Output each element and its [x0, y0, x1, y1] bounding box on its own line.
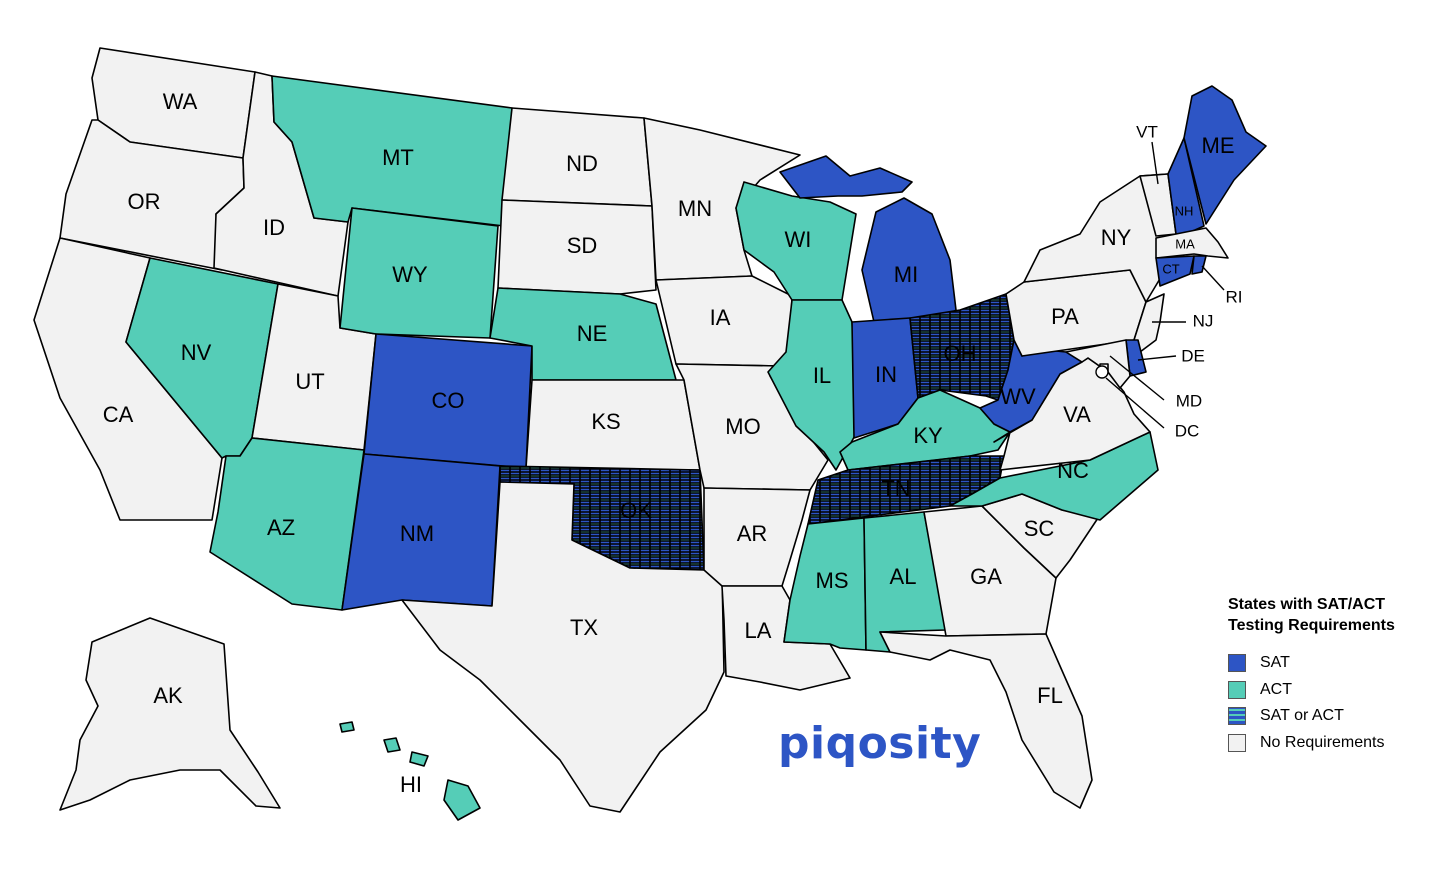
state-hi-maui — [409, 751, 429, 767]
label-az: AZ — [267, 515, 295, 540]
legend-label-sat: SAT — [1260, 654, 1290, 672]
state-il — [767, 299, 859, 471]
label-ne: NE — [577, 321, 608, 346]
state-ri — [1191, 255, 1207, 275]
label-vt: VT — [1136, 122, 1158, 141]
leader-de — [1137, 355, 1177, 361]
label-in: IN — [875, 362, 897, 387]
label-ri: RI — [1226, 287, 1243, 306]
state-wy — [339, 207, 499, 339]
state-la — [721, 585, 851, 691]
state-hi-kauai — [339, 721, 355, 733]
legend: States with SAT/ACT Testing Requirements… — [1228, 594, 1448, 756]
legend-title-line1: States with SAT/ACT — [1228, 596, 1386, 613]
label-me: ME — [1202, 133, 1235, 158]
legend-item-sat-or-act: SAT or ACT — [1228, 703, 1448, 730]
leader-ri — [1201, 265, 1225, 291]
label-mo: MO — [725, 414, 760, 439]
label-tx: TX — [570, 615, 598, 640]
brand-logo: piqosity — [778, 718, 982, 769]
swatch-sat — [1228, 654, 1246, 673]
label-md: MD — [1176, 391, 1202, 410]
label-ak: AK — [153, 683, 183, 708]
label-wv: WV — [1000, 384, 1036, 409]
legend-label-none: No Requirements — [1260, 733, 1385, 751]
state-nc — [949, 431, 1159, 521]
state-hi-oahu — [383, 737, 401, 753]
state-tx — [401, 481, 725, 813]
label-ks: KS — [591, 409, 620, 434]
label-pa: PA — [1051, 304, 1079, 329]
legend-items: SAT ACT SAT or ACT No Requirements — [1228, 650, 1448, 756]
label-nj: NJ — [1193, 311, 1214, 330]
label-ga: GA — [970, 564, 1002, 589]
label-ok: OK — [620, 498, 652, 523]
swatch-act — [1228, 680, 1246, 699]
label-ny: NY — [1101, 225, 1132, 250]
label-ma: MA — [1175, 236, 1195, 251]
label-oh: OH — [944, 341, 977, 366]
label-nm: NM — [400, 521, 434, 546]
label-nc: NC — [1057, 458, 1089, 483]
legend-title-line2: Testing Requirements — [1228, 617, 1395, 634]
label-al: AL — [890, 564, 917, 589]
label-fl: FL — [1037, 683, 1063, 708]
state-ak — [59, 617, 281, 811]
label-la: LA — [745, 618, 772, 643]
label-nh: NH — [1175, 203, 1194, 218]
state-hi-big — [443, 779, 481, 821]
state-ct — [1155, 255, 1195, 287]
legend-item-act: ACT — [1228, 677, 1448, 704]
label-wi: WI — [785, 227, 812, 252]
state-mi-lp — [861, 197, 957, 323]
label-mt: MT — [382, 145, 414, 170]
legend-label-act: ACT — [1260, 680, 1292, 698]
legend-label-sat-or-act: SAT or ACT — [1260, 707, 1344, 725]
label-wy: WY — [392, 262, 428, 287]
legend-item-sat: SAT — [1228, 650, 1448, 677]
label-id: ID — [263, 215, 285, 240]
state-me — [1183, 85, 1267, 225]
label-mi: MI — [894, 262, 918, 287]
label-ct: CT — [1162, 261, 1179, 276]
label-ia: IA — [710, 305, 731, 330]
label-de: DE — [1181, 346, 1205, 365]
state-sd — [497, 199, 657, 295]
label-ut: UT — [295, 369, 324, 394]
label-or: OR — [128, 189, 161, 214]
label-ky: KY — [913, 423, 943, 448]
label-il: IL — [813, 363, 831, 388]
label-ar: AR — [737, 521, 768, 546]
state-mi-up — [779, 155, 913, 199]
leader-vt — [1151, 141, 1159, 185]
label-wa: WA — [163, 89, 198, 114]
leader-dc — [1105, 377, 1165, 429]
label-nv: NV — [181, 340, 212, 365]
label-dc: DC — [1175, 421, 1200, 440]
state-fl — [879, 631, 1093, 809]
leader-md — [1109, 355, 1165, 401]
label-mn: MN — [678, 196, 712, 221]
swatch-sat-or-act — [1228, 707, 1246, 726]
state-md — [1065, 339, 1131, 389]
label-va: VA — [1063, 402, 1091, 427]
label-co: CO — [432, 388, 465, 413]
label-sc: SC — [1024, 516, 1055, 541]
label-nd: ND — [566, 151, 598, 176]
label-ca: CA — [103, 402, 134, 427]
legend-item-none: No Requirements — [1228, 730, 1448, 757]
state-ar — [703, 487, 811, 587]
dc-marker — [1095, 365, 1109, 379]
label-tn: TN — [881, 476, 910, 501]
label-hi: HI — [400, 772, 422, 797]
label-ms: MS — [816, 568, 849, 593]
label-sd: SD — [567, 233, 598, 258]
swatch-none — [1228, 733, 1246, 752]
